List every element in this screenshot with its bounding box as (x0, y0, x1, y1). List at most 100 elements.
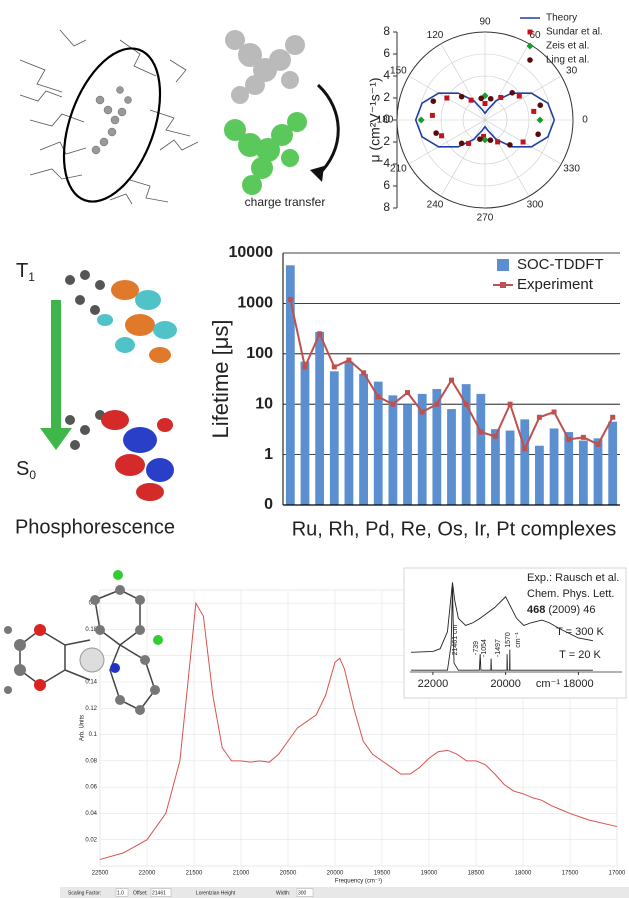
legend-swatch (527, 43, 534, 50)
x-axis-label: cm⁻¹ (536, 678, 560, 690)
angle-tick-label: 240 (427, 200, 444, 211)
data-point (517, 94, 522, 99)
grid-spoke (441, 44, 485, 120)
bar (359, 374, 368, 505)
x-tick-label: 18000 (515, 871, 532, 877)
x-tick-label: 19500 (374, 871, 391, 877)
data-point (430, 113, 435, 118)
bar (403, 404, 412, 505)
line-marker (434, 402, 439, 407)
bar (330, 371, 339, 505)
bar (506, 431, 515, 505)
data-point (466, 141, 471, 146)
data-point (444, 96, 449, 101)
data-point (498, 95, 503, 100)
x-tick-label: 21500 (186, 871, 203, 877)
line-marker (405, 390, 410, 395)
bar (535, 446, 544, 505)
bar (520, 419, 529, 505)
y-tick-label: 8 (383, 200, 390, 214)
legend-label: Theory (546, 13, 577, 24)
peak-label: cm⁻¹ (515, 632, 522, 648)
y-tick-label: 1000 (237, 295, 273, 312)
data-point (459, 141, 465, 147)
y-tick-label: 0.08 (85, 758, 97, 764)
x-tick-label: 17500 (562, 871, 579, 877)
crystal-illustration (20, 30, 198, 215)
line-marker (346, 358, 351, 363)
molecule-illustration (4, 570, 163, 715)
peak-label: -739 (473, 641, 480, 655)
bar (388, 395, 397, 505)
data-point (477, 136, 483, 142)
legend-label: Zeis et al. (546, 41, 589, 52)
x-tick-label: 22500 (92, 871, 109, 877)
data-point (521, 140, 526, 145)
peak-label: 21461 cm (452, 624, 459, 655)
state-label-main: S (16, 458, 29, 480)
data-point (535, 131, 541, 137)
toolbar-label: 21461 (152, 890, 166, 896)
x-tick-label: 20500 (280, 871, 297, 877)
grid-spoke (485, 76, 561, 120)
toolbar-label: Lorentzian Height (196, 890, 236, 896)
line-marker (449, 378, 454, 383)
y-tick-label: 10000 (229, 244, 274, 261)
state-label-sub: 1 (28, 270, 35, 284)
grid-spoke (485, 120, 529, 196)
bar (315, 332, 324, 505)
angle-tick-label: 210 (390, 164, 407, 175)
angle-tick-label: 330 (563, 164, 580, 175)
angle-tick-label: 150 (390, 66, 407, 77)
angle-tick-label: 120 (427, 30, 444, 41)
angle-tick-label: 0 (582, 115, 588, 126)
orbital-illustration: T1 S0 Phosphorescence (15, 260, 177, 538)
legend-label: SOC-TDDFT (517, 256, 604, 273)
data-point (433, 130, 439, 136)
bar (550, 428, 559, 505)
figure: charge transfer T1 S0 Phosphorescence 02… (0, 0, 629, 898)
x-axis-label: Frequency (cm⁻¹) (335, 879, 382, 885)
bar (447, 409, 456, 505)
toolbar-label: 300 (298, 890, 307, 896)
data-point (531, 109, 536, 114)
data-point (439, 133, 444, 138)
state-label: T1 (16, 260, 35, 284)
toolbar-label: Offset: (133, 890, 148, 896)
bar (345, 362, 354, 505)
line-marker (302, 364, 307, 369)
line-marker (361, 370, 366, 375)
data-point (507, 142, 513, 148)
y-tick-label: 0.04 (85, 811, 97, 817)
y-tick-label: 0.06 (85, 785, 97, 791)
annotation: Exp.: Rausch et al. (527, 572, 619, 584)
y-tick-label: 0.1 (89, 732, 98, 738)
toolbar-label: 1.0 (117, 890, 124, 896)
data-point (537, 102, 543, 108)
y-tick-label: 0.14 (85, 680, 97, 686)
toolbar-label: Scaling Factor: (68, 890, 101, 896)
y-axis-label: μ (cm²V⁻¹s⁻¹) (367, 77, 383, 162)
x-tick-label: 18000 (563, 678, 594, 690)
line-marker (464, 402, 469, 407)
line-marker (317, 331, 322, 336)
legend-label: Sundar et al. (546, 27, 603, 38)
x-axis-label: Ru, Rh, Pd, Re, Os, Ir, Pt complexes (292, 518, 617, 540)
line-marker (376, 394, 381, 399)
grid-spoke (441, 120, 485, 196)
annotation: Chem. Phys. Lett. (527, 588, 614, 600)
y-tick-label: 100 (246, 345, 273, 362)
x-tick-label: 17000 (609, 871, 626, 877)
data-point (537, 117, 544, 124)
y-tick-label: 10 (255, 395, 273, 412)
legend-swatch (497, 259, 509, 271)
caption: Phosphorescence (15, 516, 175, 538)
charts: 0224466880306090120150180210240270300330… (80, 13, 626, 885)
page: charge transfer T1 S0 Phosphorescence 02… (0, 0, 629, 898)
peak-label: -1497 (495, 639, 502, 657)
x-tick-label: 22000 (418, 678, 449, 690)
line-marker (581, 435, 586, 440)
legend-label: Ling et al. (546, 55, 589, 66)
state-label-sub: 0 (29, 468, 36, 482)
peak-label: 1570 (505, 632, 512, 648)
